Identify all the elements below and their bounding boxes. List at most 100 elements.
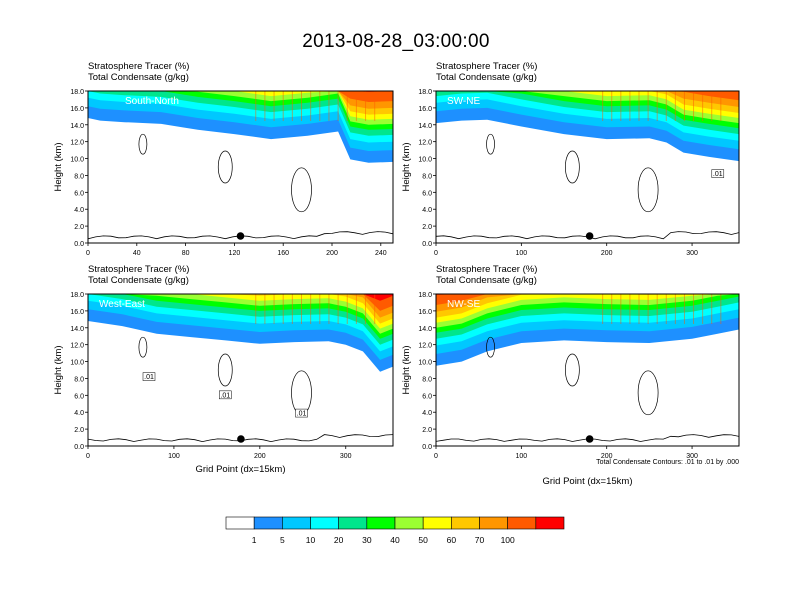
condensate-contour [564,353,580,387]
contour-label: .01 [144,374,154,381]
colorbar-swatch [338,516,368,530]
panel-frame [87,90,394,244]
panel-label: SW-NE [447,96,480,107]
location-marker [236,232,245,240]
x-tick-label: 300 [686,250,698,257]
y-tick-label: 14.0 [418,123,432,130]
panel-title-line-0: Stratosphere Tracer (%) [436,264,537,275]
y-tick-label: 12.0 [418,343,432,350]
tracer-band-11 [436,294,739,295]
condensate-contour [564,150,580,184]
panel-label: West-East [99,299,145,310]
condensate-contour [486,133,495,155]
colorbar-swatch [253,516,283,530]
colorbar-swatch [225,516,255,530]
y-tick-label: 0.0 [74,241,84,248]
panel-title-line-0: Stratosphere Tracer (%) [88,61,189,72]
y-axis-label: Height (km) [53,142,64,191]
condensate-contour [217,150,233,184]
x-tick-label: 100 [516,453,528,460]
x-axis-label: Grid Point (dx=15km) [195,464,285,475]
x-tick-label: 80 [182,250,190,257]
y-tick-label: 14.0 [70,123,84,130]
x-tick-label: 0 [86,453,90,460]
y-tick-label: 18.0 [70,292,84,299]
x-tick-label: 120 [229,250,241,257]
panel-title-line-1: Total Condensate (g/kg) [88,72,189,83]
panel-title-line-0: Stratosphere Tracer (%) [436,61,537,72]
y-axis-label: Height (km) [401,345,412,394]
condensate-contour [138,336,148,358]
condensate-contour [486,336,495,358]
tracer-band-5 [88,294,393,339]
x-tick-label: 200 [326,250,338,257]
chart-panel-0: South-North Stratosphere Tracer (%)Total … [53,61,394,257]
tracer-band-9 [88,294,393,318]
panel-label: South-North [125,96,179,107]
x-tick-label: 0 [434,453,438,460]
tracer-band-6 [436,91,739,124]
y-tick-label: 2.0 [422,224,432,231]
figure-title: 2013-08-28_03:00:00 [302,31,490,52]
y-tick-label: 16.0 [70,309,84,316]
x-tick-label: 240 [375,250,387,257]
tracer-band-11 [436,83,739,91]
x-tick-label: 100 [516,250,528,257]
y-tick-label: 12.0 [70,343,84,350]
x-tick-label: 0 [434,250,438,257]
y-tick-label: 12.0 [418,140,432,147]
colorbar-tick-label: 1 [252,535,257,545]
location-marker [585,435,594,443]
y-tick-label: 4.0 [422,207,432,214]
y-tick-label: 18.0 [418,89,432,96]
condensate-contour [138,133,148,155]
chart-panel-1: .01 SW-NE Stratosphere Tracer (%)Total Con… [401,61,740,257]
y-tick-label: 10.0 [418,157,432,164]
panel-title-line-1: Total Condensate (g/kg) [88,275,189,286]
y-tick-label: 18.0 [70,89,84,96]
terrain-line [436,231,739,240]
panel-label: NW-SE [447,299,480,310]
tracer-band-4 [88,91,393,136]
tracer-band-10 [436,294,739,305]
y-tick-label: 16.0 [418,309,432,316]
condensate-contour [637,167,659,213]
y-tick-label: 4.0 [74,410,84,417]
y-tick-label: 0.0 [74,444,84,451]
y-tick-label: 2.0 [422,427,432,434]
panel-frame [435,293,740,447]
colorbar-tick-label: 100 [501,535,515,545]
y-tick-label: 8.0 [74,376,84,383]
contour-label-box [295,408,308,418]
x-tick-label: 0 [86,250,90,257]
x-tick-label: 160 [277,250,289,257]
y-tick-label: 0.0 [422,241,432,248]
colorbar-tick-label: 5 [280,535,285,545]
colorbar-swatch [422,516,452,530]
colorbar-swatch [282,516,311,530]
tracer-band-10 [88,91,393,102]
y-tick-label: 10.0 [418,360,432,367]
tracer-band-10 [436,91,739,101]
x-tick-label: 300 [340,453,352,460]
tracer-band-7 [436,294,739,323]
panel-plot-area [88,91,393,240]
tracer-band-11 [88,91,393,92]
colorbar-swatch [535,516,565,530]
x-tick-label: 200 [601,453,613,460]
condensate-contour [217,353,233,387]
colorbar-swatch [479,516,508,530]
location-marker [237,435,245,443]
colorbar-tick-label: 50 [418,535,428,545]
condensate-contour [637,370,659,416]
y-tick-label: 2.0 [74,224,84,231]
y-tick-label: 16.0 [70,106,84,113]
contour-label-box [219,390,232,400]
x-tick-label: 100 [168,453,180,460]
y-tick-label: 0.0 [422,444,432,451]
x-axis-label: Grid Point (dx=15km) [542,476,632,487]
y-tick-label: 4.0 [422,410,432,417]
x-tick-label: 40 [133,250,141,257]
y-axis-label: Height (km) [401,142,412,191]
